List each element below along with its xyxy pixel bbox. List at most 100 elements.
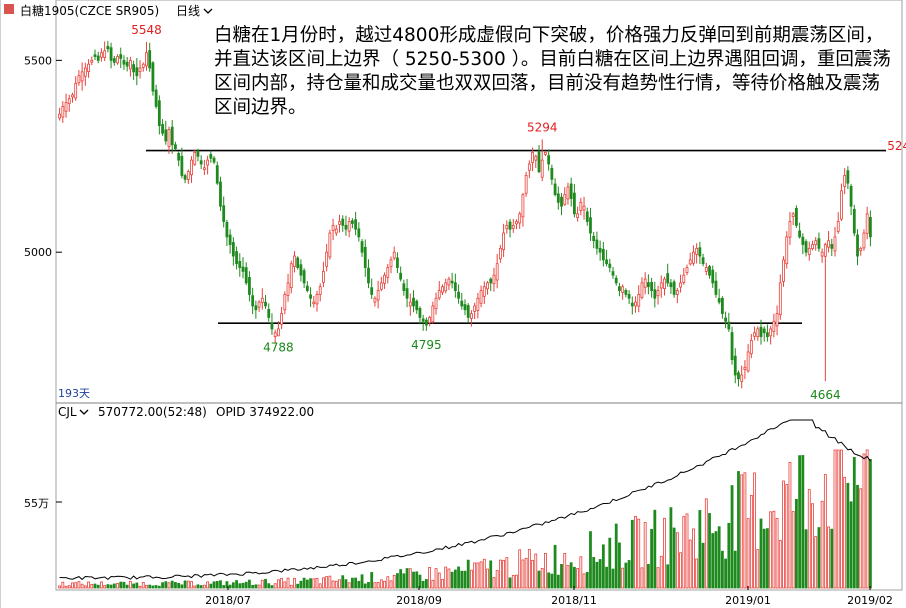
volume-bar — [273, 583, 277, 589]
candle — [138, 60, 142, 79]
chevron-down-icon[interactable] — [203, 8, 213, 14]
candle — [778, 274, 782, 320]
volume-bar — [67, 585, 71, 589]
volume-bar — [286, 577, 290, 589]
candle-body — [141, 63, 145, 68]
volume-bar — [498, 559, 502, 589]
candle — [862, 229, 866, 251]
candle — [720, 296, 724, 319]
volume-bar — [495, 570, 499, 589]
candle — [653, 281, 657, 308]
volume-bar — [550, 573, 554, 589]
candle — [418, 306, 422, 325]
candle — [392, 246, 396, 261]
candle-body — [347, 221, 351, 232]
volume-bar — [190, 581, 193, 589]
candle — [762, 326, 766, 342]
candle — [128, 56, 132, 77]
candle — [672, 279, 676, 298]
volume-bar — [515, 574, 518, 589]
period-dropdown[interactable]: 日线 — [176, 4, 200, 18]
candle — [202, 159, 206, 175]
candle — [83, 62, 87, 86]
candle-body — [550, 167, 554, 180]
candle-body — [479, 290, 483, 304]
candle-body — [743, 366, 747, 371]
high-price-label: 5548 — [131, 23, 162, 37]
volume-bar — [312, 578, 316, 589]
volume-bar — [560, 564, 563, 589]
volume-bar — [431, 579, 435, 589]
candle — [598, 240, 602, 261]
candle-body — [849, 185, 853, 207]
volume-bar — [688, 539, 692, 589]
candle — [846, 166, 850, 190]
candle — [659, 275, 663, 298]
candle-body — [701, 257, 705, 265]
candle-body — [264, 301, 267, 307]
volume-bar — [379, 579, 383, 589]
volume-bar — [87, 581, 90, 589]
candle-body — [447, 278, 451, 286]
volume-bar — [363, 583, 367, 589]
candle — [785, 231, 789, 269]
candle — [701, 253, 705, 267]
candle-body — [254, 305, 258, 311]
candle-body — [209, 153, 213, 159]
volume-bar — [125, 584, 129, 589]
volume-bar — [347, 582, 351, 589]
candle-body — [161, 124, 164, 134]
candle-body — [794, 207, 798, 226]
axes: 5500 5000 2018/07 2018/09 2018/11 2019/01 2019… — [24, 54, 893, 607]
indicator-chevron-down-icon[interactable] — [79, 409, 89, 415]
volume-bar — [415, 571, 419, 589]
volume-bar — [830, 528, 834, 589]
candle-body — [553, 183, 557, 196]
candle — [492, 267, 496, 292]
volume-bar — [370, 572, 374, 589]
candle — [714, 272, 718, 298]
candle — [502, 223, 506, 258]
candle-body — [138, 67, 142, 72]
candle — [579, 197, 583, 216]
candle — [177, 151, 181, 167]
candle-body — [106, 45, 110, 50]
candle-body — [87, 63, 90, 73]
candle — [730, 326, 734, 365]
candle — [170, 120, 174, 154]
candle-body — [753, 332, 756, 337]
candle — [58, 107, 62, 121]
indicator-name[interactable]: CJL — [58, 405, 77, 419]
volume-bar — [556, 574, 560, 589]
candle-body — [534, 155, 538, 161]
volume-bar — [772, 510, 776, 589]
volume-bar — [859, 488, 863, 589]
candle — [289, 260, 293, 294]
candle-body — [589, 217, 592, 234]
candle — [209, 150, 213, 163]
volume-bar — [724, 558, 728, 589]
candle-body — [386, 267, 390, 278]
volume-bar — [412, 571, 415, 589]
volume-bar — [424, 579, 428, 589]
candle — [592, 231, 596, 249]
volume-bar — [508, 577, 512, 589]
candle — [219, 176, 222, 211]
candle — [109, 42, 113, 69]
volume-bar — [183, 580, 187, 589]
volume-bar — [193, 585, 197, 589]
candle — [521, 193, 525, 227]
volume-bar — [817, 527, 821, 589]
volume-bar — [733, 550, 737, 589]
candle — [424, 317, 428, 331]
candle-body — [212, 157, 216, 163]
candle-body — [276, 328, 280, 337]
candle — [782, 256, 785, 287]
high-price-label: 5245 — [887, 139, 906, 153]
candle-body — [798, 230, 802, 238]
candle — [685, 264, 689, 276]
candle-body — [61, 106, 65, 118]
candle-body — [727, 321, 731, 330]
candle — [238, 253, 242, 277]
volume-bar — [331, 580, 335, 589]
